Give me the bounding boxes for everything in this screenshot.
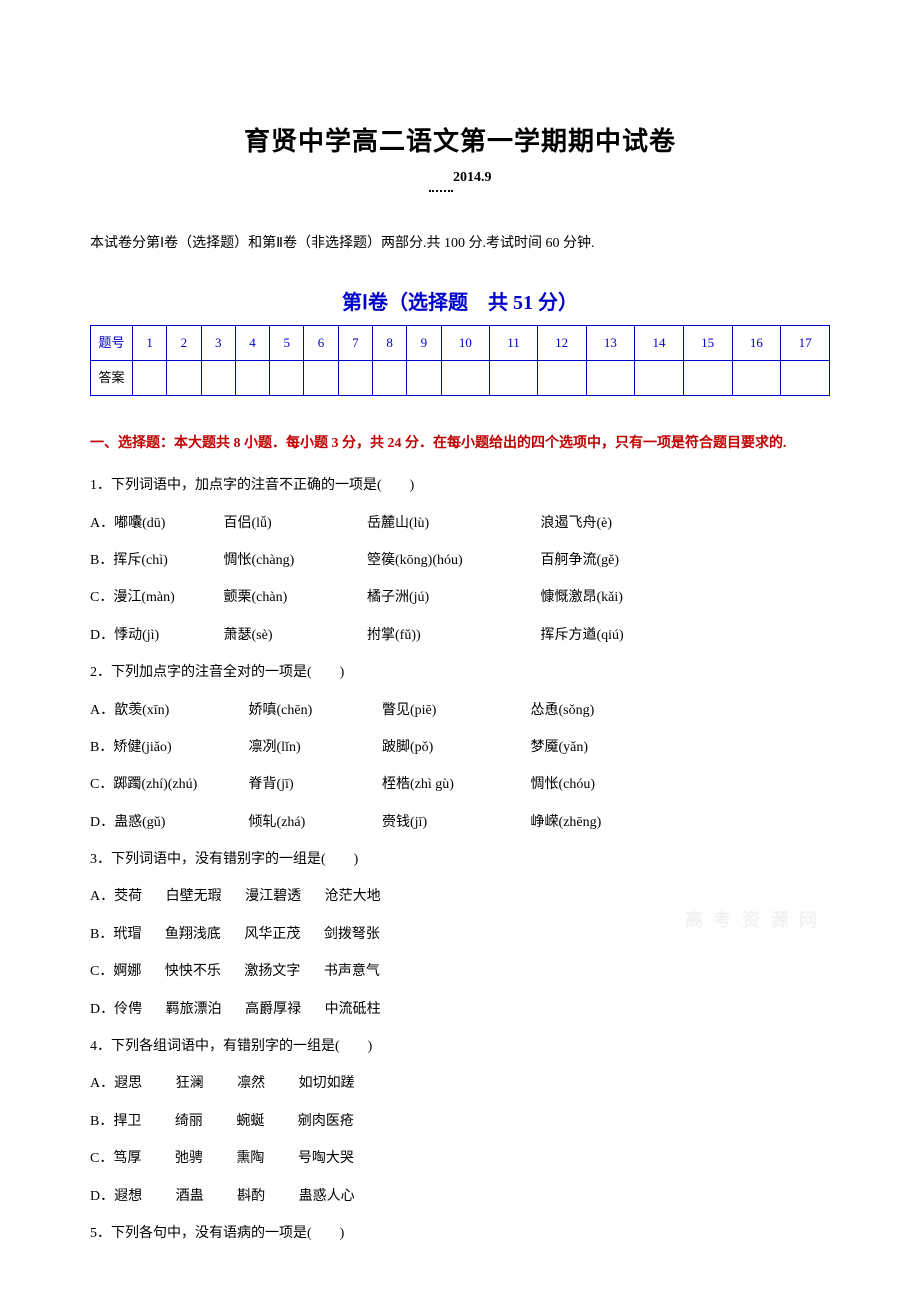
answer-cell: [635, 360, 684, 395]
q4-opt-d: D．遐想 酒蛊 斟酌 蛊惑人心: [90, 1182, 830, 1211]
q2-opt-c: C．踯躅(zhí)(zhú) 脊背(jī) 桎梏(zhì gù) 惆怅(chóu…: [90, 770, 830, 799]
answer-cell: [338, 360, 372, 395]
answer-cell: [441, 360, 490, 395]
q2-opt-a: A．歆羡(xīn) 娇嗔(chēn) 瞥见(piē) 怂恿(sǒng): [90, 696, 830, 725]
row-label-2: 答案: [91, 360, 133, 395]
answer-cell: [167, 360, 201, 395]
q2-stem: 2．下列加点字的注音全对的一项是( ): [90, 658, 830, 687]
q1-opt-d: D．悸动(jì) 萧瑟(sè) 拊掌(fǔ)) 挥斥方遒(qiú): [90, 621, 830, 650]
q4-opt-a: A．遐思 狂澜 凛然 如切如蹉: [90, 1069, 830, 1098]
col-num: 16: [732, 325, 781, 360]
col-num: 7: [338, 325, 372, 360]
answer-cell: [270, 360, 304, 395]
answer-cell: [133, 360, 167, 395]
answer-cell: [407, 360, 441, 395]
q5-stem: 5．下列各句中，没有语病的一项是( ): [90, 1219, 830, 1248]
col-num: 15: [683, 325, 732, 360]
col-num: 8: [372, 325, 406, 360]
answer-table: 题号 1 2 3 4 5 6 7 8 9 10 11 12 13 14 15 1…: [90, 325, 830, 396]
title-date: 2014.9: [90, 166, 830, 192]
answer-cell: [732, 360, 781, 395]
q4-opt-b: B．捍卫 绮丽 蜿蜒 剜肉医疮: [90, 1107, 830, 1136]
col-num: 17: [781, 325, 830, 360]
answer-cell: [586, 360, 635, 395]
col-num: 3: [201, 325, 235, 360]
main-title: 育贤中学高二语文第一学期期中试卷: [90, 120, 830, 164]
section-title: 第Ⅰ卷（选择题 共 51 分）: [90, 286, 830, 320]
q3-opt-d: D．伶俜 羁旅漂泊 高爵厚禄 中流砥柱: [90, 995, 830, 1024]
q4-stem: 4．下列各组词语中，有错别字的一组是( ): [90, 1032, 830, 1061]
col-num: 11: [490, 325, 538, 360]
answer-cell: [201, 360, 235, 395]
col-num: 10: [441, 325, 490, 360]
paper-description: 本试卷分第Ⅰ卷（选择题）和第Ⅱ卷（非选择题）两部分.共 100 分.考试时间 6…: [90, 232, 830, 256]
answer-cell: [537, 360, 586, 395]
col-num: 2: [167, 325, 201, 360]
col-num: 5: [270, 325, 304, 360]
q1-stem: 1．下列词语中，加点字的注音不正确的一项是( ): [90, 471, 830, 500]
q4-opt-c: C．笃厚 弛骋 熏陶 号啕大哭: [90, 1144, 830, 1173]
row-label-1: 题号: [91, 325, 133, 360]
col-num: 9: [407, 325, 441, 360]
answer-cell: [490, 360, 538, 395]
col-num: 1: [133, 325, 167, 360]
q2-opt-b: B．矫健(jiǎo) 凛冽(lǐn) 跛脚(pǒ) 梦魇(yǎn): [90, 733, 830, 762]
q1-opt-a: A．嘟囔(dū) 百侣(lǚ) 岳麓山(lù) 浪遏飞舟(è): [90, 509, 830, 538]
col-num: 6: [304, 325, 338, 360]
col-num: 14: [635, 325, 684, 360]
answer-cell: [304, 360, 338, 395]
col-num: 12: [537, 325, 586, 360]
q2-opt-d: D．蛊惑(gǔ) 倾轧(zhá) 赍钱(jī) 峥嵘(zhēng): [90, 808, 830, 837]
section-instructions: 一、选择题：本大题共 8 小题．每小题 3 分，共 24 分．在每小题给出的四个…: [90, 431, 830, 456]
q3-opt-c: C．婀娜 怏怏不乐 激扬文字 书声意气: [90, 957, 830, 986]
col-num: 4: [235, 325, 269, 360]
q3-stem: 3．下列词语中，没有错别字的一组是( ): [90, 845, 830, 874]
answer-cell: [683, 360, 732, 395]
q1-opt-c: C．漫江(màn) 颤栗(chàn) 橘子洲(jú) 慷慨激昂(kǎi): [90, 583, 830, 612]
answer-cell: [372, 360, 406, 395]
col-num: 13: [586, 325, 635, 360]
answer-cell: [781, 360, 830, 395]
q3-opt-b: B．玳瑁 鱼翔浅底 风华正茂 剑拨弩张: [90, 920, 830, 949]
q3-opt-a: A．茭荷 白壁无瑕 漫江碧透 沧茫大地: [90, 882, 830, 911]
answer-cell: [235, 360, 269, 395]
q1-opt-b: B．挥斥(chì) 惆怅(chàng) 箜篌(kōng)(hóu) 百舸争流(g…: [90, 546, 830, 575]
